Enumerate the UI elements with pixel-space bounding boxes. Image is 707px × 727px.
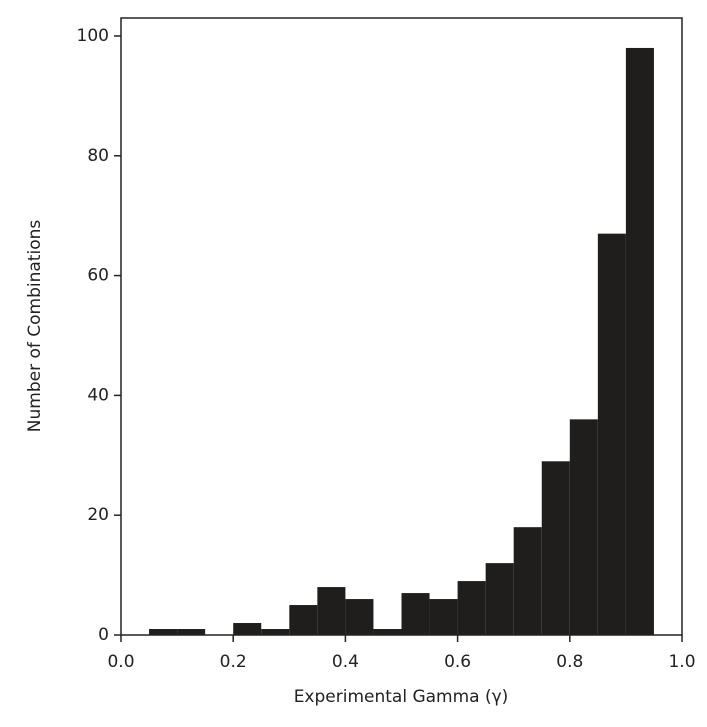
bar: [233, 623, 262, 635]
bar: [401, 593, 430, 635]
x-tick-label: 0.2: [220, 652, 247, 672]
bar: [569, 419, 598, 635]
bar: [457, 581, 486, 635]
bar: [541, 461, 570, 635]
x-tick-label: 0.6: [444, 652, 471, 672]
x-tick-label: 0.4: [332, 652, 359, 672]
x-axis-label: Experimental Gamma (γ): [294, 687, 509, 707]
y-tick-label: 40: [87, 385, 109, 405]
bar: [429, 599, 458, 635]
bar: [345, 599, 374, 635]
bar: [597, 233, 626, 635]
x-tick-label: 0.0: [107, 652, 134, 672]
bar: [261, 629, 290, 635]
bar: [485, 563, 514, 635]
bar: [177, 629, 206, 635]
bar: [625, 47, 654, 635]
y-tick-label: 20: [87, 505, 109, 525]
x-tick-label: 0.8: [556, 652, 583, 672]
bar: [149, 629, 178, 635]
bar: [513, 527, 542, 635]
y-axis-label: Number of Combinations: [25, 220, 45, 433]
y-tick-label: 0: [98, 625, 109, 645]
y-tick-label: 80: [87, 146, 109, 166]
bar: [373, 629, 402, 635]
plot-frame: [120, 17, 683, 636]
x-tick-label: 1.0: [668, 652, 695, 672]
y-tick-label: 100: [77, 26, 109, 46]
bar: [289, 605, 318, 635]
y-tick-label: 60: [87, 266, 109, 286]
bar: [317, 587, 346, 635]
